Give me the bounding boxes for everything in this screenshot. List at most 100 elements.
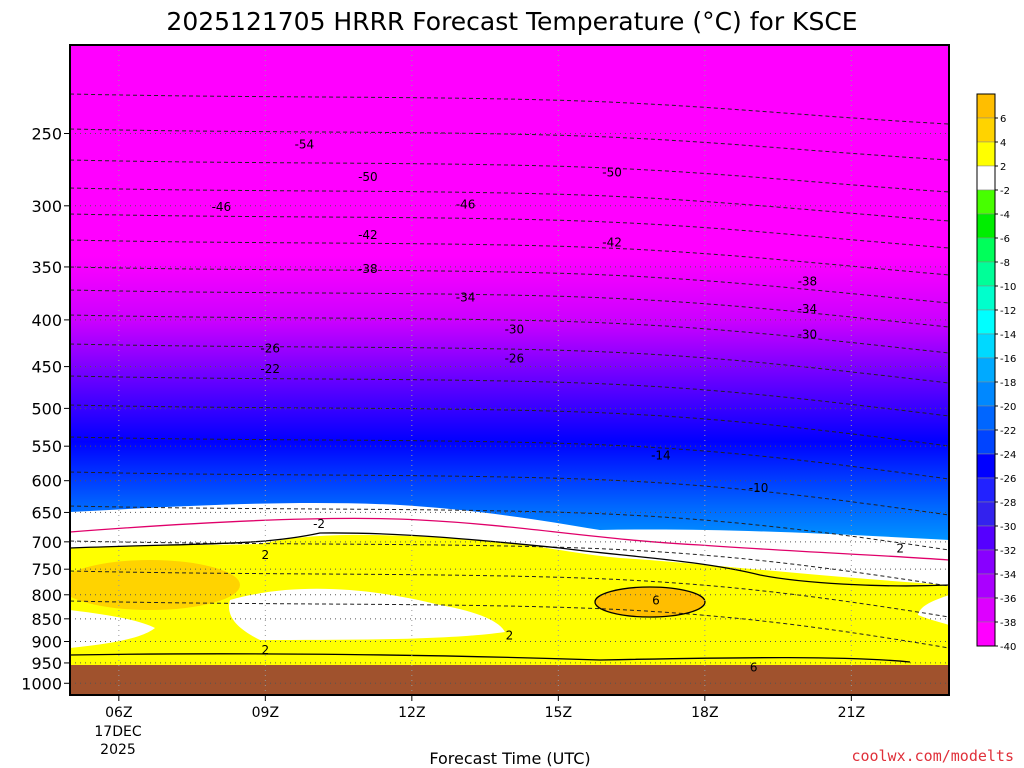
isotherm-contour — [70, 213, 949, 249]
contour-label: -34 — [798, 302, 818, 316]
colorbar: 6 4 2 -2 -4 -6 -8 -10 -12 -14 -16 -18 -20 -22 -24 -26 -2… — [976, 93, 1016, 653]
isotherm-contour — [70, 570, 949, 618]
colorbar-swatch — [976, 573, 996, 599]
colorbar-label: -8 — [1000, 258, 1010, 269]
contour-label: -50 — [358, 170, 378, 184]
credit: coolwx.com/modelts — [851, 747, 1014, 765]
colorbar-swatch — [976, 309, 996, 335]
y-tick-label: 1000 — [21, 674, 62, 693]
date-label-year: 2025 — [100, 742, 136, 758]
colorbar-label: -16 — [1000, 354, 1016, 365]
colorbar-swatch — [976, 381, 996, 407]
isotherm-contour — [70, 314, 949, 354]
x-tick-label: 12Z — [398, 705, 425, 721]
y-tick-label: 700 — [31, 533, 62, 552]
y-tick-label: 250 — [31, 124, 62, 143]
contour-label: 2 — [262, 548, 270, 562]
freezing-contour — [70, 517, 949, 561]
isotherm-contour — [70, 436, 949, 480]
colorbar-swatch — [976, 429, 996, 455]
contour-label: -2 — [313, 517, 325, 531]
colorbar-swatch — [976, 117, 996, 143]
colorbar-label: -34 — [1000, 570, 1016, 581]
contour-label: 6 — [652, 594, 660, 608]
isotherm-contour — [70, 600, 949, 649]
contour-label: -38 — [798, 274, 818, 288]
colorbar-swatch — [976, 597, 996, 623]
colorbar-swatch — [976, 549, 996, 575]
colorbar-label: -24 — [1000, 450, 1016, 461]
contour-label: -38 — [358, 262, 378, 276]
contour-label: -46 — [212, 200, 232, 214]
colorbar-swatch — [976, 525, 996, 551]
contour-label: 6 — [750, 661, 758, 675]
colorbar-label: -38 — [1000, 618, 1016, 629]
colorbar-label: -18 — [1000, 378, 1016, 389]
y-tick-label: 900 — [31, 632, 62, 651]
contour-label: -14 — [651, 448, 671, 462]
x-axis-title: Forecast Time (UTC) — [429, 749, 590, 768]
warm-core-6 — [595, 587, 705, 617]
colorbar-swatch — [976, 189, 996, 215]
colorbar-label: 6 — [1000, 114, 1006, 125]
x-tick-label: 09Z — [252, 705, 279, 721]
colorbar-label: -40 — [1000, 642, 1016, 653]
y-tick-label: 950 — [31, 654, 62, 673]
contour-label: -50 — [602, 166, 622, 180]
isotherm-contour — [70, 375, 949, 417]
contour-label: -54 — [295, 137, 315, 151]
contour-label: 2 — [262, 643, 270, 657]
contour-label: -30 — [798, 327, 818, 341]
isotherm-contour — [70, 128, 949, 161]
colorbar-label: -36 — [1000, 594, 1016, 605]
mid-white-band — [229, 588, 505, 640]
isotherm-contour — [70, 266, 949, 304]
contour-label: -26 — [505, 352, 525, 366]
colorbar-label: -12 — [1000, 306, 1016, 317]
isotherm-contour — [70, 471, 949, 516]
colorbar-label: -6 — [1000, 234, 1010, 245]
contour-label: 2 — [896, 542, 904, 556]
y-tick-label: 600 — [31, 472, 62, 491]
colorbar-swatch — [976, 357, 996, 383]
plot-field: -54 -50 -50 -46 -46 -42 -42 -38 -38 -34 -34 -30 -30 -… — [70, 45, 949, 695]
y-tick-label: 650 — [31, 503, 62, 522]
colorbar-swatch — [976, 501, 996, 527]
y-axis: 250 300 350 400 450 500 550 600 650 700 750 800 850 9… — [21, 124, 70, 693]
isotherm-contour — [70, 505, 949, 551]
y-tick-label: 350 — [31, 258, 62, 277]
contour-label: 2 — [506, 629, 514, 643]
date-label-day: 17DEC — [94, 724, 141, 740]
plot-frame — [69, 44, 950, 696]
contour-label: -42 — [358, 228, 378, 242]
contours — [70, 93, 949, 663]
isotherm-contour — [70, 159, 949, 193]
contour-label: -42 — [602, 235, 622, 249]
colorbar-label: -22 — [1000, 426, 1016, 437]
y-tick-label: 800 — [31, 586, 62, 605]
isotherm-contour — [70, 187, 949, 222]
x-tick-label: 06Z — [105, 705, 132, 721]
contour-label: -10 — [749, 481, 769, 495]
cold-pocket-left — [70, 610, 155, 648]
colorbar-swatch — [976, 477, 996, 503]
x-tick-label: 21Z — [838, 705, 865, 721]
colorbar-label: -30 — [1000, 522, 1016, 533]
isotherm-contour — [70, 289, 949, 328]
contour-label: -46 — [456, 197, 476, 211]
isotherm-contour — [70, 343, 949, 384]
colorbar-label: -10 — [1000, 282, 1016, 293]
isotherm-contour — [70, 239, 949, 276]
y-tick-label: 450 — [31, 358, 62, 377]
contour-label: -34 — [456, 290, 476, 304]
colorbar-swatch — [976, 213, 996, 239]
contour-label: -30 — [505, 323, 525, 337]
y-tick-label: 300 — [31, 197, 62, 216]
gridlines — [70, 45, 949, 695]
y-tick-label: 550 — [31, 437, 62, 456]
surface-band — [70, 665, 949, 695]
colorbar-swatch — [976, 237, 996, 263]
x-tick-label: 15Z — [545, 705, 572, 721]
colorbar-swatch — [976, 405, 996, 431]
